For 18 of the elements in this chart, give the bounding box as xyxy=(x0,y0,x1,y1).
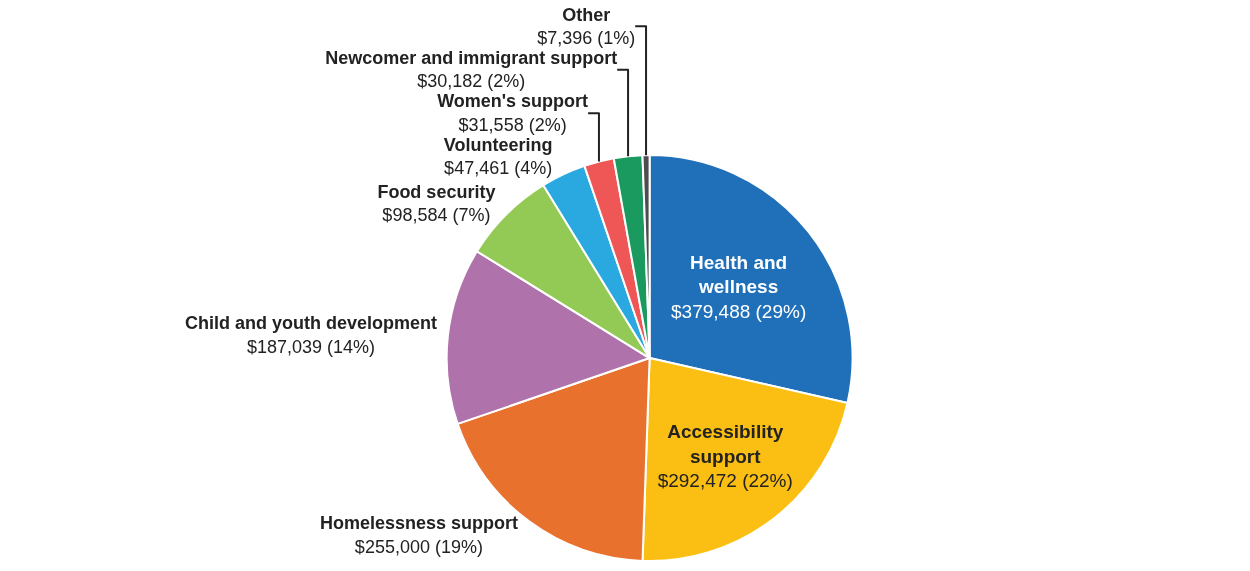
data-label: $379,488 (29%) xyxy=(671,301,807,323)
data-label: $98,584 (7%) xyxy=(382,205,491,226)
data-label: $31,558 (2%) xyxy=(458,114,567,135)
slice-label: Child and youth development xyxy=(185,313,438,334)
slice-label: Other xyxy=(562,4,611,25)
data-label: $47,461 (4%) xyxy=(444,158,553,179)
data-label: $7,396 (1%) xyxy=(537,28,636,49)
data-label: $292,472 (22%) xyxy=(657,470,793,492)
slice-label: Newcomer and immigrant support xyxy=(325,48,618,69)
slice-label: Health and wellness xyxy=(690,251,788,298)
slice-label: Homelessness support xyxy=(319,513,518,534)
data-label: $30,182 (2%) xyxy=(417,71,526,92)
slice-label: Volunteering xyxy=(443,134,553,155)
slice-label: Women's support xyxy=(437,91,589,112)
slice-label: Accessibility support xyxy=(667,421,784,467)
data-label: $187,039 (14%) xyxy=(247,336,376,357)
slice-label: Food security xyxy=(377,181,496,202)
data-label: $255,000 (19%) xyxy=(354,536,483,557)
